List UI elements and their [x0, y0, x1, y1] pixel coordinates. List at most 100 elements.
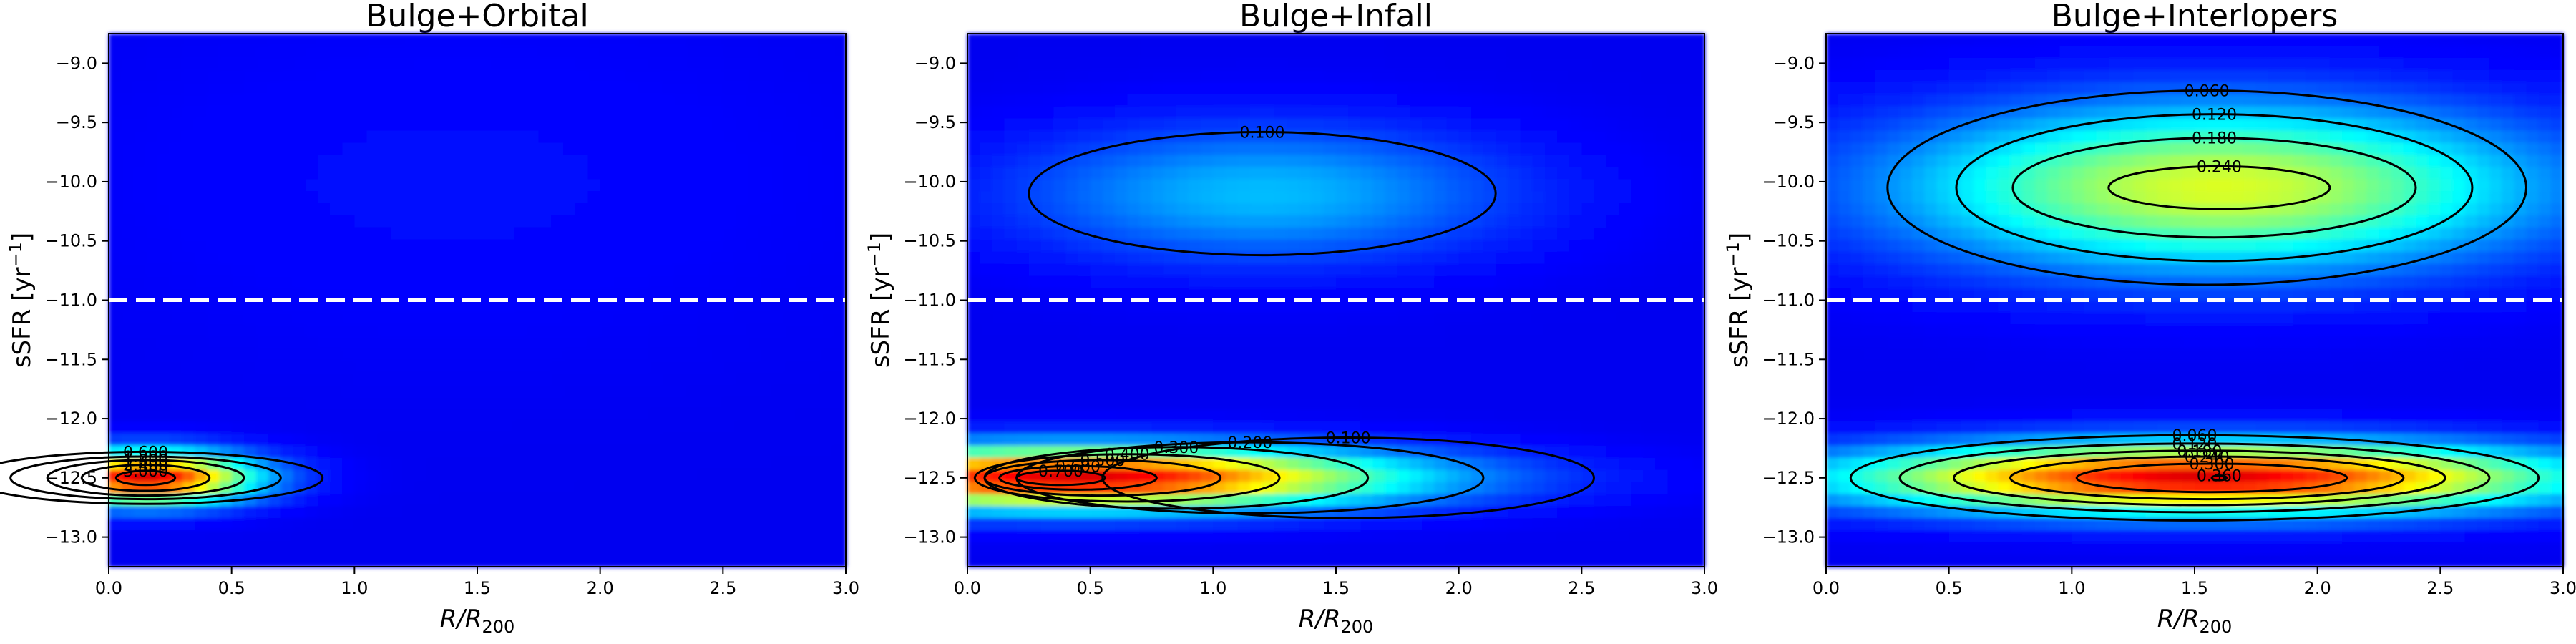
heatmap-cell — [1446, 69, 1460, 83]
heatmap-cell — [133, 348, 147, 361]
heatmap-cell — [1348, 385, 1362, 398]
heatmap-cell — [293, 167, 306, 180]
heatmap-cell — [759, 227, 773, 240]
heatmap-cell — [551, 555, 564, 567]
heatmap-cell — [821, 130, 834, 144]
heatmap-cell — [1422, 69, 1435, 83]
heatmap-cell — [428, 288, 441, 301]
heatmap-cell — [170, 57, 183, 71]
heatmap-cell — [796, 409, 810, 422]
heatmap-cell — [1410, 69, 1423, 83]
heatmap-cell — [1336, 396, 1349, 410]
heatmap-cell — [551, 263, 564, 277]
heatmap-cell — [686, 482, 699, 495]
heatmap-cell — [1360, 542, 1374, 555]
heatmap-cell — [1496, 82, 1509, 95]
heatmap-cell — [416, 300, 429, 313]
heatmap-cell — [992, 445, 1005, 459]
heatmap-cell — [563, 167, 577, 180]
heatmap-cell — [1287, 45, 1300, 59]
heatmap-cell — [1189, 251, 1201, 265]
heatmap-cell — [1397, 348, 1410, 361]
heatmap-cell — [612, 191, 625, 204]
heatmap-cell — [404, 494, 416, 507]
heatmap-cell — [464, 251, 478, 265]
heatmap-cell — [992, 203, 1005, 216]
heatmap-cell — [1053, 300, 1067, 313]
heatmap-cell — [207, 167, 220, 180]
heatmap-cell — [575, 82, 589, 95]
heatmap-cell — [1262, 57, 1275, 71]
heatmap-cell — [686, 155, 699, 168]
heatmap-cell — [330, 34, 343, 47]
heatmap-cell — [1004, 155, 1018, 168]
heatmap-cell — [1385, 396, 1398, 410]
heatmap-cell — [1041, 45, 1054, 59]
heatmap-cell — [1311, 312, 1324, 326]
heatmap-cell — [133, 155, 147, 168]
heatmap-cell — [379, 324, 392, 338]
heatmap-cell — [587, 167, 601, 180]
heatmap-cell — [366, 457, 380, 471]
heatmap-cell — [1532, 130, 1546, 144]
heatmap-cell — [1544, 106, 1558, 119]
heatmap-cell — [182, 45, 195, 59]
heatmap-cell — [784, 94, 798, 107]
heatmap-cell — [1249, 385, 1263, 398]
heatmap-cell — [1458, 191, 1472, 204]
heatmap-cell — [759, 421, 773, 434]
heatmap-cell — [440, 469, 454, 483]
heatmap-cell — [735, 275, 748, 289]
heatmap-cell — [1385, 530, 1398, 543]
heatmap-cell — [1532, 482, 1546, 495]
heatmap-cell — [231, 385, 245, 398]
heatmap-cell — [1127, 106, 1141, 119]
heatmap-cell — [1569, 300, 1583, 313]
heatmap-cell — [809, 457, 822, 471]
heatmap-cell — [243, 288, 257, 301]
heatmap-cell — [219, 542, 233, 555]
heatmap-cell — [1115, 34, 1128, 47]
heatmap-cell — [661, 348, 675, 361]
heatmap-cell — [280, 530, 294, 543]
heatmap-cell — [612, 373, 625, 386]
heatmap-cell — [182, 203, 195, 216]
heatmap-cell — [772, 506, 785, 519]
heatmap-cell — [563, 385, 577, 398]
heatmap-cell — [391, 482, 404, 495]
heatmap-cell — [317, 542, 331, 555]
heatmap-cell — [538, 251, 552, 265]
heatmap-cell — [1470, 409, 1484, 422]
heatmap-cell — [796, 482, 810, 495]
heatmap-cell — [1139, 555, 1153, 567]
heatmap-cell — [1458, 34, 1472, 47]
heatmap-cell — [1225, 69, 1239, 83]
heatmap-cell — [157, 69, 171, 83]
heatmap-cell — [551, 482, 564, 495]
heatmap-cell — [1385, 251, 1398, 265]
heatmap-cell — [686, 518, 699, 532]
heatmap-cell — [182, 312, 195, 326]
heatmap-cell — [538, 421, 552, 434]
heatmap-cell — [587, 555, 601, 567]
heatmap-cell — [673, 275, 687, 289]
heatmap-cell — [145, 348, 159, 361]
heatmap-cell — [980, 130, 993, 144]
heatmap-cell — [464, 118, 478, 132]
heatmap-cell — [1213, 530, 1226, 543]
heatmap-cell — [305, 494, 318, 507]
heatmap-cell — [600, 336, 613, 350]
heatmap-cell — [809, 179, 822, 192]
heatmap-cell — [575, 361, 589, 374]
heatmap-cell — [1041, 518, 1054, 532]
heatmap-cell — [649, 457, 663, 471]
heatmap-cell — [1249, 300, 1263, 313]
heatmap-cell — [342, 57, 356, 71]
heatmap-cell — [1470, 396, 1484, 410]
heatmap-cell — [1470, 45, 1484, 59]
heatmap-cell — [440, 94, 454, 107]
heatmap-cell — [1434, 312, 1448, 326]
heatmap-cell — [452, 118, 466, 132]
heatmap-cell — [1189, 239, 1201, 253]
heatmap-cell — [1115, 203, 1128, 216]
